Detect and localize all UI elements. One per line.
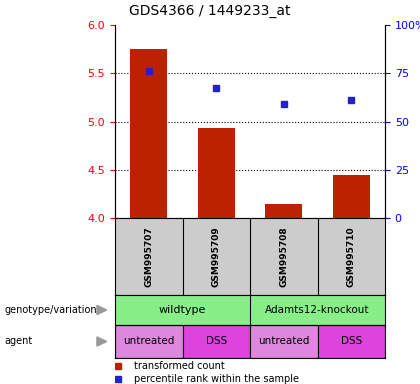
Text: transformed count: transformed count	[134, 361, 225, 371]
Text: genotype/variation: genotype/variation	[4, 305, 97, 315]
Bar	[130, 49, 167, 218]
Bar	[318, 325, 385, 358]
Text: Adamts12-knockout: Adamts12-knockout	[265, 305, 370, 315]
Text: GSM995710: GSM995710	[347, 226, 356, 287]
Text: GSM995708: GSM995708	[279, 226, 288, 287]
Text: wildtype: wildtype	[159, 305, 206, 315]
Text: DSS: DSS	[341, 336, 362, 346]
Text: untreated: untreated	[258, 336, 310, 346]
Bar	[198, 128, 235, 218]
Bar	[250, 325, 318, 358]
Bar	[333, 175, 370, 218]
Bar	[265, 204, 302, 218]
Text: GSM995709: GSM995709	[212, 226, 221, 287]
Bar	[115, 325, 183, 358]
Text: GSM995707: GSM995707	[144, 226, 153, 287]
Text: untreated: untreated	[123, 336, 174, 346]
Text: GDS4366 / 1449233_at: GDS4366 / 1449233_at	[129, 4, 291, 18]
Text: DSS: DSS	[206, 336, 227, 346]
Text: percentile rank within the sample: percentile rank within the sample	[134, 374, 299, 384]
Text: agent: agent	[4, 336, 32, 346]
Bar	[183, 325, 250, 358]
